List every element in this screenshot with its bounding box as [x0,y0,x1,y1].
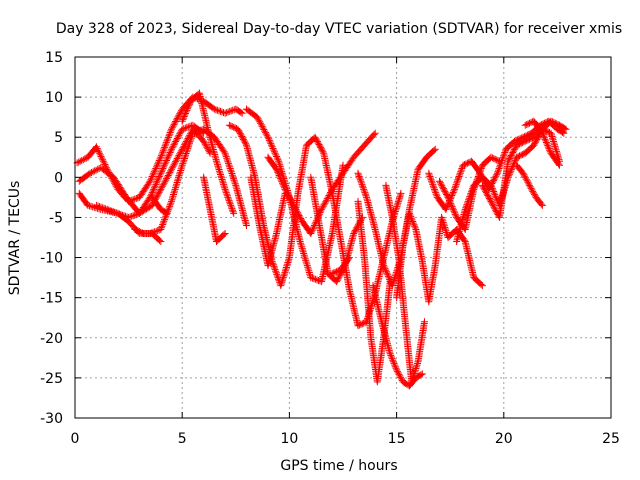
plus-markers [131,226,165,245]
x-tick-label: 0 [71,431,80,447]
y-tick-label: -30 [40,411,63,427]
y-tick-labels: 15 10 5 0 -5 -10 -15 -20 -25 -30 [40,50,63,427]
y-tick-label: -10 [40,251,63,267]
x-tick-label: 20 [495,431,513,447]
y-tick-label: 5 [54,130,63,146]
plus-markers [148,193,171,217]
series-sat-o [354,197,394,386]
x-tick-label: 25 [602,431,620,447]
series-sat-h [200,173,229,245]
plus-markers [264,129,379,237]
chart-title: Day 328 of 2023, Sidereal Day-to-day VTE… [56,21,622,37]
series-sat-d [92,125,250,237]
plus-markers [521,117,563,169]
y-tick-label: -25 [40,371,63,387]
plus-markers [178,89,238,217]
x-axis-label: GPS time / hours [280,458,397,474]
data-points [73,89,570,390]
axis-ticks [74,56,612,419]
plus-markers [92,125,250,237]
series-sat-w [478,117,570,221]
plus-markers [354,197,394,386]
y-axis-label: SDTVAR / TECUs [7,181,23,296]
plot-frame [74,56,612,419]
x-tick-labels: 0 5 10 15 20 25 [71,431,620,447]
series-sat-n [328,254,353,278]
series-sat-g [178,89,238,217]
plus-markers [247,173,289,270]
series-sat-f [148,193,171,217]
y-tick-label: 10 [45,90,63,106]
y-tick-label: -20 [40,331,63,347]
y-tick-label: 0 [54,170,63,186]
y-tick-label: -5 [49,210,63,226]
plus-markers [200,173,229,245]
plus-markers [513,161,546,209]
series-sat-s [393,209,486,306]
y-tick-label: -15 [40,291,63,307]
plus-markers [393,209,486,306]
series-sat-y [521,117,563,169]
series-sat-x [513,161,546,209]
x-tick-label: 10 [280,431,298,447]
x-tick-label: 5 [178,431,187,447]
x-tick-label: 15 [388,431,406,447]
series-sat-l [264,129,379,237]
plus-markers [328,254,353,278]
series-sat-k [247,173,289,270]
plus-markers [478,117,570,221]
y-tick-label: 15 [45,50,63,66]
series-sat-e [131,226,165,245]
